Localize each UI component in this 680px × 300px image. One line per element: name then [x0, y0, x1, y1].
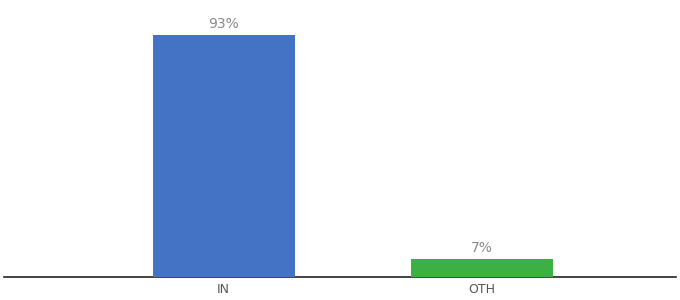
Bar: [411, 259, 553, 277]
Bar: [153, 35, 295, 277]
Text: 7%: 7%: [471, 241, 493, 255]
Text: 93%: 93%: [208, 17, 239, 32]
